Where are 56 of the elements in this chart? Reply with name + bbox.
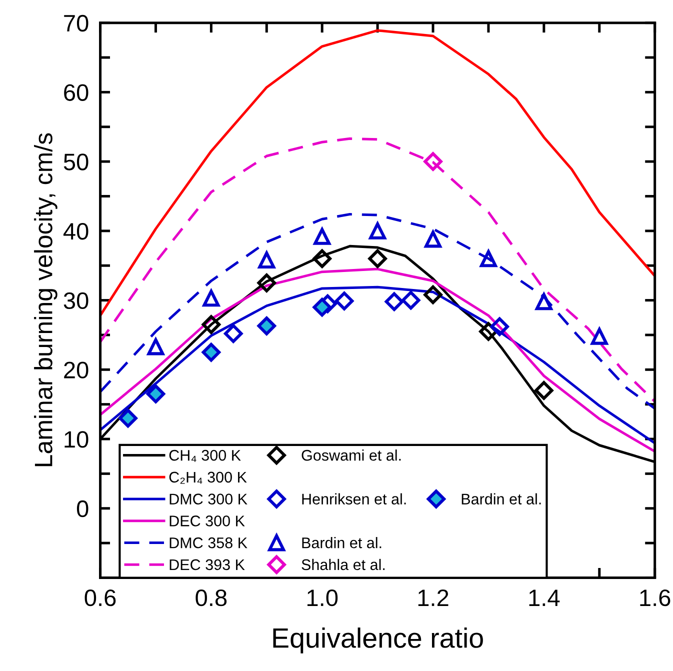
legend-label: DMC 358 K [170, 537, 248, 548]
y-tick-label: 40 [63, 222, 88, 240]
legend-label: Goswami et al. [302, 450, 401, 461]
y-axis-title: Laminar burning velocity, cm/s [34, 133, 58, 466]
point [424, 152, 442, 171]
point [146, 384, 166, 404]
point [224, 324, 243, 343]
y-tick-label: 30 [64, 292, 88, 310]
point [490, 317, 509, 336]
y-tick-label: 70 [64, 14, 88, 32]
point [369, 222, 386, 240]
point [334, 292, 354, 310]
x-tick-label: 1.4 [529, 590, 560, 606]
point [312, 298, 332, 317]
y-tick-label: 60 [64, 84, 88, 101]
point [368, 249, 387, 268]
point [314, 228, 331, 245]
point [202, 315, 221, 334]
line-series [100, 29, 655, 317]
point [312, 249, 332, 268]
x-tick-label: 0.6 [84, 589, 116, 606]
y-tick-label: 0 [76, 500, 88, 518]
x-tick-label: 1.6 [640, 589, 670, 606]
point [535, 293, 552, 310]
point [424, 230, 442, 248]
point [147, 338, 164, 356]
point [202, 342, 221, 362]
point [401, 290, 420, 310]
y-tick-label: 10 [64, 431, 88, 448]
point [202, 290, 220, 307]
point [118, 408, 138, 428]
point [424, 285, 442, 304]
point [480, 250, 497, 268]
legend-label: Bardin et al. [302, 537, 382, 548]
y-tick-label: 50 [64, 154, 88, 170]
point [590, 328, 608, 345]
point [257, 274, 276, 292]
x-tick-label: 0.8 [196, 589, 227, 606]
legend-label: DEC 300 K [170, 516, 245, 526]
x-tick-label: 1.2 [418, 589, 448, 606]
legend-label: Shahla et al. [302, 558, 385, 570]
text: 1.0 [307, 589, 338, 606]
line-series [100, 213, 655, 410]
point [534, 381, 554, 400]
legend-label: Henriksen et al. [302, 493, 406, 504]
point [258, 252, 276, 269]
point [384, 292, 404, 312]
legend-label: Bardin et al. [462, 493, 541, 504]
line-series [100, 137, 655, 403]
legend-label: C₂H₄ 300 K [169, 472, 247, 484]
point [257, 316, 276, 336]
x-axis-title: Equivalence ratio [273, 628, 483, 654]
legend-label: CH₄ 300 K [169, 450, 241, 462]
y-tick-label: 20 [64, 362, 88, 378]
legend-label: DEC 393 K [170, 559, 245, 570]
legend-label: DMC 300 K [170, 494, 248, 504]
